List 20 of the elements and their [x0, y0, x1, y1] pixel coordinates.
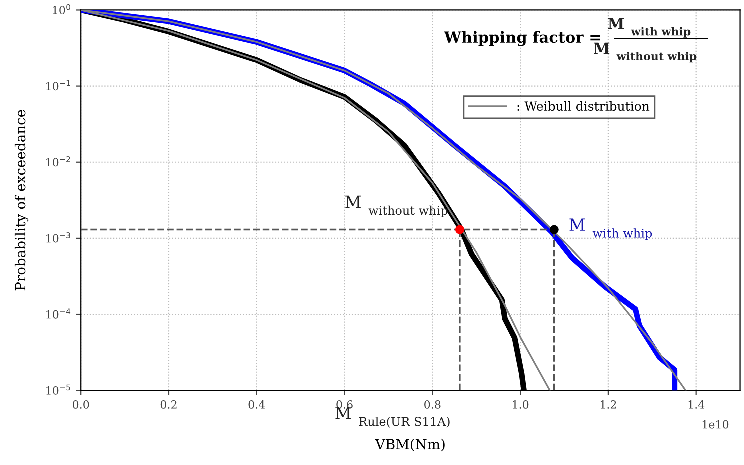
- x-tick-label: 0.4: [248, 400, 266, 409]
- y-tick-label: 10$^{−1}$: [46, 80, 70, 91]
- annotation: Mwith whip: [570, 218, 652, 240]
- annotation: Mwithout whip: [346, 196, 448, 218]
- x-tick-label: 0.0: [72, 400, 90, 409]
- y-tick-label: 10$^{−4}$: [46, 308, 71, 319]
- x-tick-label: 1.4: [688, 400, 705, 409]
- y-axis-title: Probability of exceedance: [14, 110, 29, 291]
- x-tick-label: 0.2: [160, 400, 177, 409]
- x-tick-label: 1.2: [600, 400, 616, 409]
- x-tick-label: 1.0: [513, 400, 529, 409]
- text: 1e10: [702, 420, 729, 429]
- y-tick-label: 10$^{−5}$: [46, 384, 70, 395]
- legend-label: : Weibull distribution: [518, 101, 650, 112]
- y-tick-label: 10$^{−2}$: [46, 156, 70, 167]
- x-axis-title: VBM(Nm): [375, 438, 445, 452]
- x-tick-label: 0.8: [424, 400, 441, 409]
- y-tick-label: 10$^{0}$: [53, 4, 70, 15]
- annotation: Mwith whip: [608, 18, 691, 38]
- y-tick-label: 10$^{−3}$: [46, 232, 70, 243]
